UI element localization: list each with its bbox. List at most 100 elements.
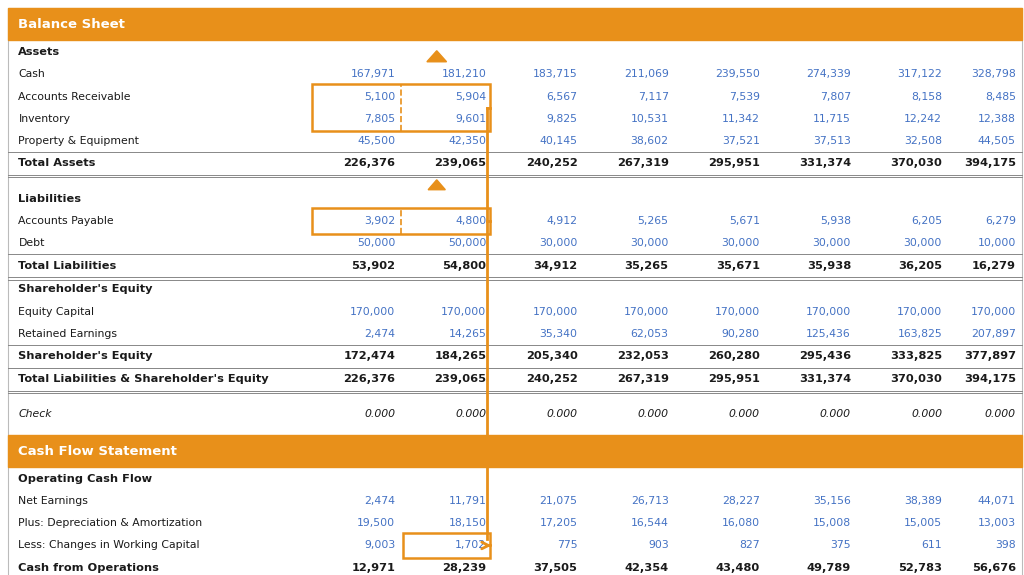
Text: 4,912: 4,912: [547, 216, 578, 226]
Text: Less: Changes in Working Capital: Less: Changes in Working Capital: [18, 540, 200, 550]
Text: 0.000: 0.000: [729, 409, 760, 419]
Text: 12,388: 12,388: [978, 114, 1016, 124]
Text: 0.000: 0.000: [456, 409, 486, 419]
Text: Check: Check: [18, 409, 52, 419]
Text: 5,671: 5,671: [729, 216, 760, 226]
Text: 37,505: 37,505: [534, 563, 578, 573]
Text: 44,505: 44,505: [978, 136, 1016, 145]
Text: 53,902: 53,902: [351, 261, 395, 271]
Text: Total Liabilities: Total Liabilities: [18, 261, 117, 271]
Text: 239,550: 239,550: [715, 70, 760, 79]
Bar: [8, 435, 1022, 467]
Polygon shape: [428, 180, 445, 190]
Text: 35,671: 35,671: [716, 261, 760, 271]
Text: 611: 611: [922, 540, 942, 550]
Text: Total Assets: Total Assets: [18, 158, 96, 168]
Text: 12,242: 12,242: [904, 114, 942, 124]
Text: 5,938: 5,938: [820, 216, 851, 226]
Text: 8,485: 8,485: [985, 91, 1016, 102]
Text: 207,897: 207,897: [971, 329, 1016, 339]
Text: 5,904: 5,904: [456, 91, 486, 102]
Text: 8,158: 8,158: [911, 91, 942, 102]
Text: 30,000: 30,000: [540, 238, 578, 248]
Text: 317,122: 317,122: [897, 70, 942, 79]
Text: 170,000: 170,000: [624, 306, 669, 317]
Text: 5,100: 5,100: [364, 91, 395, 102]
Text: Plus: Depreciation & Amortization: Plus: Depreciation & Amortization: [18, 519, 203, 528]
Text: 226,376: 226,376: [343, 374, 395, 385]
Text: 240,252: 240,252: [525, 158, 578, 168]
Text: Liabilities: Liabilities: [18, 194, 82, 204]
Text: 13,003: 13,003: [978, 519, 1016, 528]
Text: 35,340: 35,340: [540, 329, 578, 339]
Text: 30,000: 30,000: [631, 238, 669, 248]
Text: 370,030: 370,030: [890, 374, 942, 385]
Text: 6,567: 6,567: [547, 91, 578, 102]
Text: Total Liabilities & Shareholder's Equity: Total Liabilities & Shareholder's Equity: [18, 374, 269, 385]
Text: 30,000: 30,000: [904, 238, 942, 248]
Text: 170,000: 170,000: [971, 306, 1016, 317]
Text: Accounts Payable: Accounts Payable: [18, 216, 114, 226]
Text: 50,000: 50,000: [449, 238, 486, 248]
Text: Assets: Assets: [18, 47, 60, 57]
Text: 775: 775: [557, 540, 578, 550]
Text: 62,053: 62,053: [631, 329, 669, 339]
Text: 295,436: 295,436: [799, 351, 851, 361]
Text: 38,389: 38,389: [904, 496, 942, 507]
Text: 54,800: 54,800: [442, 261, 486, 271]
Text: 331,374: 331,374: [799, 374, 851, 385]
Text: 903: 903: [648, 540, 669, 550]
Text: 90,280: 90,280: [722, 329, 760, 339]
Text: 15,008: 15,008: [813, 519, 851, 528]
Bar: [312, 209, 490, 234]
Text: 125,436: 125,436: [806, 329, 851, 339]
Text: 14,265: 14,265: [449, 329, 486, 339]
Bar: [8, 8, 1022, 40]
Text: 6,205: 6,205: [911, 216, 942, 226]
Text: 5,265: 5,265: [638, 216, 669, 226]
Bar: [312, 84, 490, 131]
Text: 52,783: 52,783: [898, 563, 942, 573]
Text: Retained Earnings: Retained Earnings: [18, 329, 118, 339]
Text: 398: 398: [995, 540, 1016, 550]
Bar: [403, 533, 490, 558]
Text: 11,342: 11,342: [722, 114, 760, 124]
Text: 30,000: 30,000: [813, 238, 851, 248]
Text: 328,798: 328,798: [971, 70, 1016, 79]
Text: 9,601: 9,601: [456, 114, 486, 124]
Text: Debt: Debt: [18, 238, 45, 248]
Text: 11,791: 11,791: [449, 496, 486, 507]
Text: Shareholder's Equity: Shareholder's Equity: [18, 284, 153, 294]
Text: 0.000: 0.000: [911, 409, 942, 419]
Text: 38,602: 38,602: [631, 136, 669, 145]
Polygon shape: [427, 51, 446, 62]
Text: 0.000: 0.000: [820, 409, 851, 419]
Text: 170,000: 170,000: [350, 306, 395, 317]
Text: 240,252: 240,252: [525, 374, 578, 385]
Text: 2,474: 2,474: [365, 496, 395, 507]
Text: 28,227: 28,227: [722, 496, 760, 507]
Text: 37,513: 37,513: [813, 136, 851, 145]
Text: 10,000: 10,000: [978, 238, 1016, 248]
Text: 50,000: 50,000: [357, 238, 395, 248]
Text: 232,053: 232,053: [616, 351, 669, 361]
Text: 42,354: 42,354: [625, 563, 669, 573]
Text: 2,474: 2,474: [365, 329, 395, 339]
Text: 45,500: 45,500: [357, 136, 395, 145]
Text: 181,210: 181,210: [441, 70, 486, 79]
Text: 3,902: 3,902: [365, 216, 395, 226]
Text: Property & Equipment: Property & Equipment: [18, 136, 139, 145]
Text: Accounts Receivable: Accounts Receivable: [18, 91, 131, 102]
Text: 35,938: 35,938: [807, 261, 851, 271]
Text: 34,912: 34,912: [534, 261, 578, 271]
Text: 49,789: 49,789: [807, 563, 851, 573]
Text: 16,544: 16,544: [631, 519, 669, 528]
Text: 170,000: 170,000: [532, 306, 578, 317]
Text: 184,265: 184,265: [434, 351, 486, 361]
Text: 211,069: 211,069: [624, 70, 669, 79]
Text: 19,500: 19,500: [357, 519, 395, 528]
Text: Shareholder's Equity: Shareholder's Equity: [18, 351, 153, 361]
Text: 9,825: 9,825: [547, 114, 578, 124]
Text: 260,280: 260,280: [708, 351, 760, 361]
Text: 0.000: 0.000: [638, 409, 669, 419]
